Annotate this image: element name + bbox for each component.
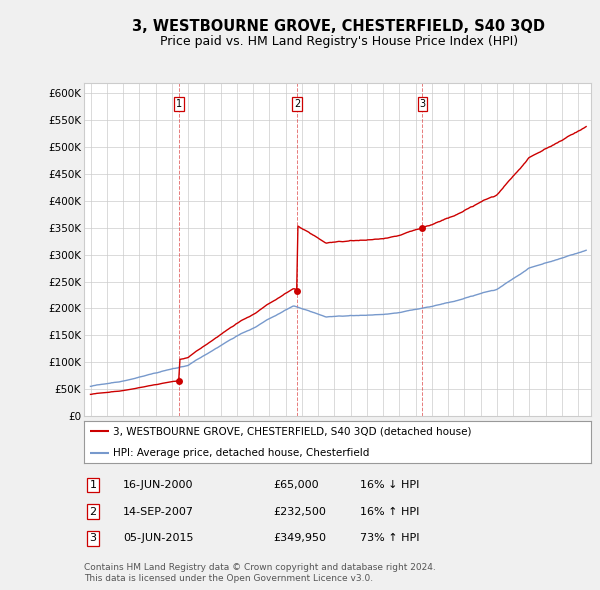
- Text: 16% ↑ HPI: 16% ↑ HPI: [360, 507, 419, 516]
- Text: £349,950: £349,950: [273, 533, 326, 543]
- Text: 14-SEP-2007: 14-SEP-2007: [123, 507, 194, 516]
- Text: HPI: Average price, detached house, Chesterfield: HPI: Average price, detached house, Ches…: [113, 448, 370, 457]
- Text: 05-JUN-2015: 05-JUN-2015: [123, 533, 193, 543]
- Text: £232,500: £232,500: [273, 507, 326, 516]
- Text: 3: 3: [419, 99, 425, 109]
- Text: £65,000: £65,000: [273, 480, 319, 490]
- Text: 16-JUN-2000: 16-JUN-2000: [123, 480, 193, 490]
- Text: 16% ↓ HPI: 16% ↓ HPI: [360, 480, 419, 490]
- Text: Contains HM Land Registry data © Crown copyright and database right 2024.: Contains HM Land Registry data © Crown c…: [84, 563, 436, 572]
- Text: Price paid vs. HM Land Registry's House Price Index (HPI): Price paid vs. HM Land Registry's House …: [160, 35, 518, 48]
- Text: This data is licensed under the Open Government Licence v3.0.: This data is licensed under the Open Gov…: [84, 573, 373, 583]
- Text: 1: 1: [89, 480, 97, 490]
- Text: 2: 2: [294, 99, 300, 109]
- Text: 3, WESTBOURNE GROVE, CHESTERFIELD, S40 3QD: 3, WESTBOURNE GROVE, CHESTERFIELD, S40 3…: [133, 19, 545, 34]
- Text: 1: 1: [176, 99, 182, 109]
- Text: 2: 2: [89, 507, 97, 516]
- Text: 73% ↑ HPI: 73% ↑ HPI: [360, 533, 419, 543]
- Text: 3: 3: [89, 533, 97, 543]
- Text: 3, WESTBOURNE GROVE, CHESTERFIELD, S40 3QD (detached house): 3, WESTBOURNE GROVE, CHESTERFIELD, S40 3…: [113, 427, 472, 436]
